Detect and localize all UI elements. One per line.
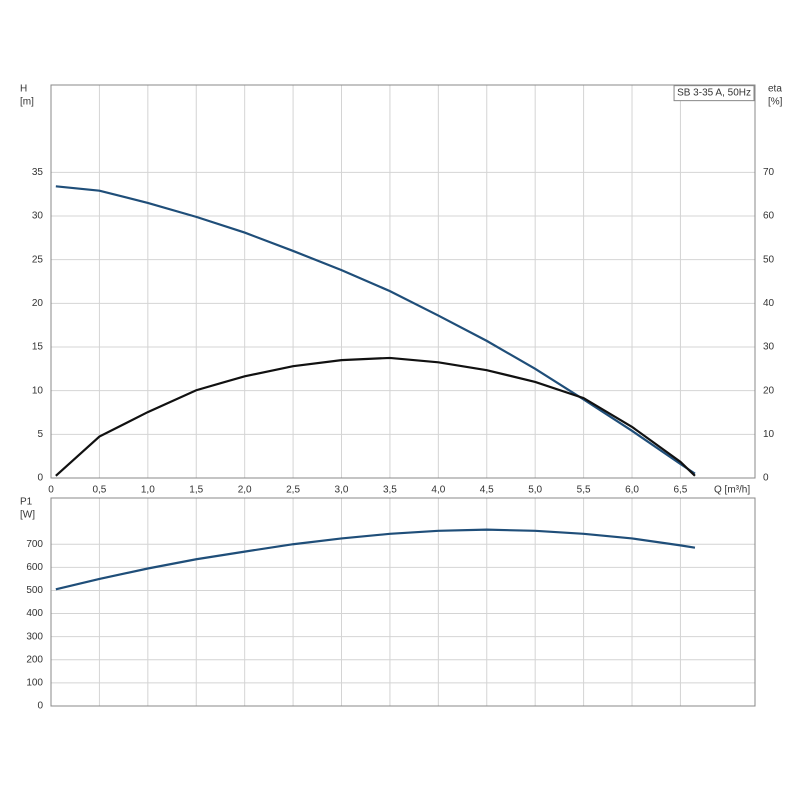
y-tick-label: 25 [32, 254, 44, 265]
x-tick-label: 0 [48, 485, 54, 496]
y-tick-label: 5 [37, 429, 43, 440]
y2-tick-label: 10 [763, 429, 775, 440]
y2-tick-label: 0 [763, 473, 769, 484]
y-tick-label: 0 [37, 473, 43, 484]
y2-tick-label: 20 [763, 385, 775, 396]
chart-title: SB 3-35 A, 50Hz [677, 88, 751, 99]
x-tick-label: 5,0 [528, 485, 542, 496]
y2-axis-unit: [%] [768, 97, 783, 108]
x-tick-label: 1,5 [189, 485, 203, 496]
y-tick-label: 600 [26, 562, 43, 573]
x-tick-label: 1,0 [141, 485, 155, 496]
x-tick-label: 4,5 [480, 485, 494, 496]
y-tick-label: 10 [32, 385, 44, 396]
y-axis-label: H [20, 84, 27, 95]
x-tick-label: 3,5 [383, 485, 397, 496]
y-tick-label: 20 [32, 298, 44, 309]
x-tick-label: 2,0 [238, 485, 252, 496]
curve [55, 185, 696, 475]
y-tick-label: 30 [32, 211, 44, 222]
y-axis-unit: [W] [20, 510, 35, 521]
x-tick-label: 3,0 [335, 485, 349, 496]
y-tick-label: 700 [26, 539, 43, 550]
y2-tick-label: 60 [763, 211, 775, 222]
curve [55, 528, 696, 591]
y2-axis-label: eta [768, 84, 782, 95]
y-tick-label: 400 [26, 608, 43, 619]
title-box [673, 85, 755, 102]
y2-tick-label: 70 [763, 167, 775, 178]
x-tick-label: 5,5 [577, 485, 591, 496]
x-axis-label: Q [m³/h] [714, 485, 750, 496]
plot-frame [50, 497, 756, 707]
x-tick-label: 2,5 [286, 485, 300, 496]
x-tick-label: 0,5 [92, 485, 106, 496]
y2-tick-label: 40 [763, 298, 775, 309]
y2-tick-label: 50 [763, 254, 775, 265]
y-tick-label: 15 [32, 342, 44, 353]
y-tick-label: 200 [26, 654, 43, 665]
y-tick-label: 35 [32, 167, 44, 178]
y-tick-label: 500 [26, 585, 43, 596]
x-tick-label: 6,0 [625, 485, 639, 496]
y-axis-label: P1 [20, 497, 33, 508]
y-tick-label: 300 [26, 631, 43, 642]
y-tick-label: 0 [37, 701, 43, 712]
curve [55, 356, 696, 477]
x-tick-label: 4,0 [431, 485, 445, 496]
y-tick-label: 100 [26, 678, 43, 689]
y-axis-unit: [m] [20, 97, 34, 108]
x-tick-label: 6,5 [673, 485, 687, 496]
y2-tick-label: 30 [763, 342, 775, 353]
plot-frame [50, 84, 756, 479]
